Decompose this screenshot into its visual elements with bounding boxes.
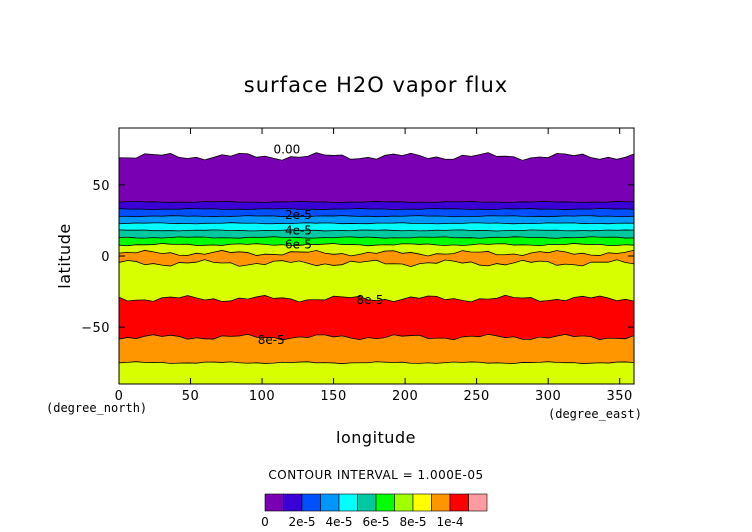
x-tick-label: 0 — [115, 389, 124, 404]
contour-band — [119, 250, 634, 267]
contour-line — [119, 208, 634, 211]
contour-band — [119, 259, 634, 302]
contour-band — [119, 201, 634, 210]
x-tick-label: 250 — [463, 389, 489, 404]
colorbar-swatch — [338, 493, 358, 512]
y-unit-label: (degree_north) — [46, 401, 147, 415]
colorbar-tick-label: 1e-4 — [437, 515, 464, 529]
contour-band — [119, 152, 634, 203]
x-tick-label: 350 — [607, 389, 633, 404]
chart-title: surface H2O vapor flux — [244, 73, 508, 97]
contour-line — [119, 361, 634, 365]
contour-interval-label: CONTOUR INTERVAL = 1.000E-05 — [268, 468, 483, 482]
contour-line — [119, 152, 634, 161]
colorbar-swatch — [375, 493, 395, 512]
colorbar-swatch — [412, 493, 432, 512]
contour-line — [119, 215, 634, 218]
x-unit-label: (degree_east) — [548, 407, 642, 421]
colorbar-swatch — [264, 493, 284, 512]
colorbar-swatch — [468, 493, 488, 512]
contour-line — [119, 259, 634, 267]
contour-line — [119, 249, 634, 257]
contour-line — [119, 222, 634, 225]
contour-label: 8e-5 — [258, 333, 285, 347]
contour-band — [119, 208, 634, 217]
x-tick-label: 200 — [392, 389, 418, 404]
colorbar-swatch — [449, 493, 469, 512]
contour-band — [119, 229, 634, 239]
x-tick-label: 100 — [249, 389, 275, 404]
y-tick-label: −50 — [81, 321, 110, 336]
colorbar-swatch — [301, 493, 321, 512]
x-tick-label: 300 — [535, 389, 561, 404]
contour-labels: 0.00 2e-54e-56e-5 8e-5 8e-5 — [258, 142, 384, 347]
colorbar-swatch — [394, 493, 414, 512]
contour-band — [119, 334, 634, 364]
colorbar-tick-label: 2e-5 — [289, 515, 316, 529]
colorbar-swatch — [320, 493, 340, 512]
contour-line — [119, 229, 634, 232]
colorbar-swatch — [431, 493, 451, 512]
contour-band — [119, 295, 634, 340]
contour-line — [119, 236, 634, 239]
contour-line — [119, 294, 634, 303]
contour-line — [119, 333, 634, 341]
contour-label: 6e-5 — [285, 238, 312, 252]
contour-band — [119, 243, 634, 257]
contour-line — [119, 200, 634, 203]
x-axis-title: longitude — [336, 428, 416, 447]
y-tick-label: 0 — [101, 250, 110, 265]
contour-label: 2e-5 — [285, 208, 312, 222]
contour-label: 0.00 — [274, 142, 301, 156]
colorbar-swatch — [357, 493, 377, 512]
contour-band — [119, 215, 634, 224]
contour-lines — [119, 152, 634, 365]
filled-contours — [119, 128, 634, 384]
contour-band — [119, 222, 634, 231]
y-axis: 50 0 −50 — [81, 179, 634, 336]
x-axis: 0 50 100 150 200 250 300 350 — [115, 128, 633, 404]
contour-label: 8e-5 — [356, 293, 383, 307]
y-tick-label: 50 — [92, 179, 110, 194]
colorbar-swatch — [283, 493, 303, 512]
colorbar — [264, 493, 488, 512]
contour-line — [119, 243, 634, 247]
colorbar-tick-label: 0 — [261, 515, 269, 529]
x-tick-label: 150 — [320, 389, 346, 404]
colorbar-tick-labels: 0 2e-5 4e-5 6e-5 8e-5 1e-4 — [261, 515, 463, 529]
colorbar-tick-label: 6e-5 — [363, 515, 390, 529]
contour-band — [119, 128, 634, 161]
contour-band — [119, 361, 634, 384]
colorbar-tick-label: 8e-5 — [400, 515, 427, 529]
x-tick-label: 50 — [182, 389, 200, 404]
colorbar-tick-label: 4e-5 — [326, 515, 353, 529]
y-axis-title: latitude — [55, 223, 74, 288]
contour-label: 4e-5 — [285, 223, 312, 237]
